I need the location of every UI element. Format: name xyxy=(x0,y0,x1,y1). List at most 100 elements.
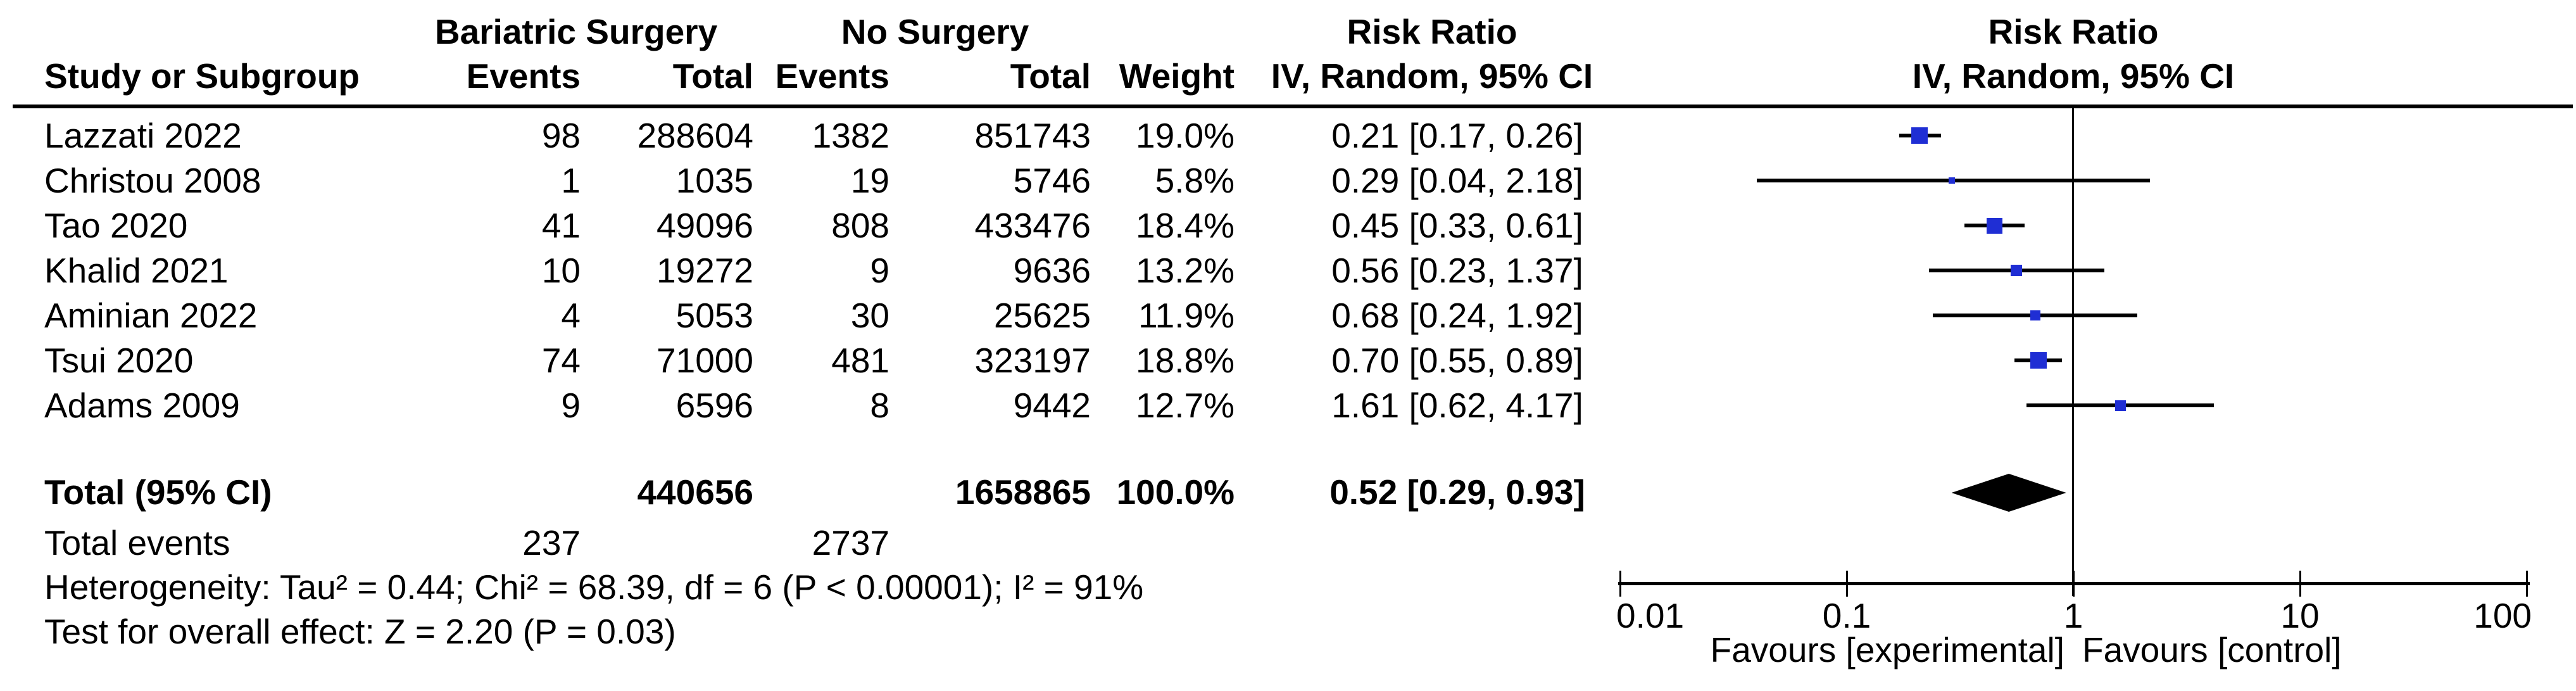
ci-text: 0.29 [0.04, 2.18] xyxy=(1331,160,1583,200)
header-effect-title: Risk Ratio xyxy=(1347,12,1517,51)
ci-text: 0.56 [0.23, 1.37] xyxy=(1331,250,1583,290)
total-no-surgery: 9442 xyxy=(1013,385,1091,425)
study-row: Aminian 2022 4 5053 30 25625 11.9% 0.68 [0.24,… xyxy=(0,293,1621,338)
study-name: Aminian 2022 xyxy=(44,295,258,335)
weight: 18.4% xyxy=(1136,205,1235,245)
header-rule xyxy=(13,105,2573,108)
null-effect-line xyxy=(2072,108,2074,596)
weight: 11.9% xyxy=(1138,295,1235,335)
events-surgery: 74 xyxy=(541,340,581,380)
total-events-surgery: 237 xyxy=(522,523,581,562)
study-row: Khalid 2021 10 19272 9 9636 13.2% 0.56 [0.23, … xyxy=(0,248,1621,293)
weight: 5.8% xyxy=(1155,160,1235,200)
total-no-surgery: 25625 xyxy=(994,295,1091,335)
total-events-no-surgery: 2737 xyxy=(812,523,889,562)
axis-tick xyxy=(2072,571,2075,597)
ci-text: 0.21 [0.17, 0.26] xyxy=(1331,115,1583,155)
weight: 13.2% xyxy=(1136,250,1235,290)
total-surgery-n: 440656 xyxy=(637,472,753,512)
total-no-surgery-n: 1658865 xyxy=(955,472,1091,512)
effect-square xyxy=(2030,352,2047,369)
favours-left-label: Favours [experimental] xyxy=(1710,630,2064,669)
header-total-no-surgery: Total xyxy=(1010,56,1091,96)
events-no-surgery: 19 xyxy=(850,160,889,200)
ci-text: 0.45 [0.33, 0.61] xyxy=(1331,205,1583,245)
study-row: Tao 2020 41 49096 808 433476 18.4% 0.45 [0.33,… xyxy=(0,203,1621,248)
study-row: Christou 2008 1 1035 19 5746 5.8% 0.29 [0.04, … xyxy=(0,158,1621,203)
events-surgery: 10 xyxy=(541,250,581,290)
axis-tick xyxy=(2525,571,2528,597)
events-surgery: 4 xyxy=(561,295,581,335)
total-no-surgery: 5746 xyxy=(1013,160,1091,200)
study-row: Lazzati 2022 98 288604 1382 851743 19.0% 0.21 … xyxy=(0,113,1621,158)
total-ci-text: 0.52 [0.29, 0.93] xyxy=(1329,472,1585,512)
header-plot-sub: IV, Random, 95% CI xyxy=(1912,56,2235,96)
study-name: Lazzati 2022 xyxy=(44,115,242,155)
header-effect-sub: IV, Random, 95% CI xyxy=(1271,56,1593,96)
study-name: Tsui 2020 xyxy=(44,340,194,380)
effect-square xyxy=(2010,265,2022,276)
axis-tick xyxy=(1619,571,1621,597)
effect-square xyxy=(1948,177,1955,184)
events-surgery: 9 xyxy=(561,385,581,425)
axis-tick-label: 10 xyxy=(2280,596,2320,635)
events-no-surgery: 30 xyxy=(850,295,889,335)
effect-square xyxy=(1987,217,2003,234)
total-no-surgery: 851743 xyxy=(974,115,1091,155)
header-group-surgery: Bariatric Surgery xyxy=(434,12,718,51)
total-surgery: 288604 xyxy=(637,115,753,155)
header-plot-title: Risk Ratio xyxy=(1988,12,2159,51)
study-row: Adams 2009 9 6596 8 9442 12.7% 1.61 [0.62, 4.1… xyxy=(0,383,1621,428)
events-no-surgery: 1382 xyxy=(812,115,889,155)
header-group-no-surgery: No Surgery xyxy=(841,12,1029,51)
total-weight: 100.0% xyxy=(1116,472,1235,512)
pooled-diamond xyxy=(1951,474,2066,512)
study-row: Tsui 2020 74 71000 481 323197 18.8% 0.70 [0.55… xyxy=(0,338,1621,383)
total-row: Total (95% CI) 440656 1658865 100.0% 0.5… xyxy=(0,470,1621,515)
total-no-surgery: 433476 xyxy=(974,205,1091,245)
header-study-col: Study or Subgroup xyxy=(44,56,360,96)
header-total-surgery: Total xyxy=(672,56,753,96)
total-surgery: 1035 xyxy=(675,160,753,200)
events-no-surgery: 9 xyxy=(870,250,889,290)
events-no-surgery: 481 xyxy=(831,340,889,380)
total-surgery: 71000 xyxy=(657,340,753,380)
total-no-surgery: 9636 xyxy=(1013,250,1091,290)
axis-tick-label: 1 xyxy=(2063,596,2083,635)
events-surgery: 98 xyxy=(541,115,581,155)
header-weight-col: Weight xyxy=(1119,56,1235,96)
total-events-label: Total events xyxy=(44,523,230,562)
overall-effect-text: Test for overall effect: Z = 2.20 (P = 0… xyxy=(44,612,676,651)
header-events-no-surgery: Events xyxy=(775,56,889,96)
events-no-surgery: 808 xyxy=(831,205,889,245)
axis-tick-label: 0.01 xyxy=(1616,596,1685,635)
total-surgery: 5053 xyxy=(675,295,753,335)
ci-text: 0.70 [0.55, 0.89] xyxy=(1331,340,1583,380)
total-no-surgery: 323197 xyxy=(974,340,1091,380)
total-events-row: Total events 237 2737 xyxy=(0,521,1621,566)
total-surgery: 49096 xyxy=(657,205,753,245)
heterogeneity-text: Heterogeneity: Tau² = 0.44; Chi² = 68.39… xyxy=(44,567,1144,607)
ci-text: 1.61 [0.62, 4.17] xyxy=(1331,385,1583,425)
study-name: Tao 2020 xyxy=(44,205,188,245)
total-surgery: 19272 xyxy=(657,250,753,290)
events-no-surgery: 8 xyxy=(870,385,889,425)
favours-right-label: Favours [control] xyxy=(2082,630,2342,669)
weight: 19.0% xyxy=(1136,115,1235,155)
header-events-surgery: Events xyxy=(466,56,581,96)
events-surgery: 41 xyxy=(541,205,581,245)
axis-tick-label: 0.1 xyxy=(1822,596,1871,635)
events-surgery: 1 xyxy=(561,160,581,200)
study-name: Christou 2008 xyxy=(44,160,261,200)
axis-tick xyxy=(2299,571,2301,597)
axis-tick xyxy=(1845,571,1848,597)
total-surgery: 6596 xyxy=(675,385,753,425)
effect-square xyxy=(2114,400,2126,411)
study-name: Khalid 2021 xyxy=(44,250,229,290)
axis-tick-label: 100 xyxy=(2473,596,2532,635)
effect-square xyxy=(1911,127,1928,144)
effect-square xyxy=(2030,310,2040,320)
total-label: Total (95% CI) xyxy=(44,472,272,512)
study-name: Adams 2009 xyxy=(44,385,240,425)
